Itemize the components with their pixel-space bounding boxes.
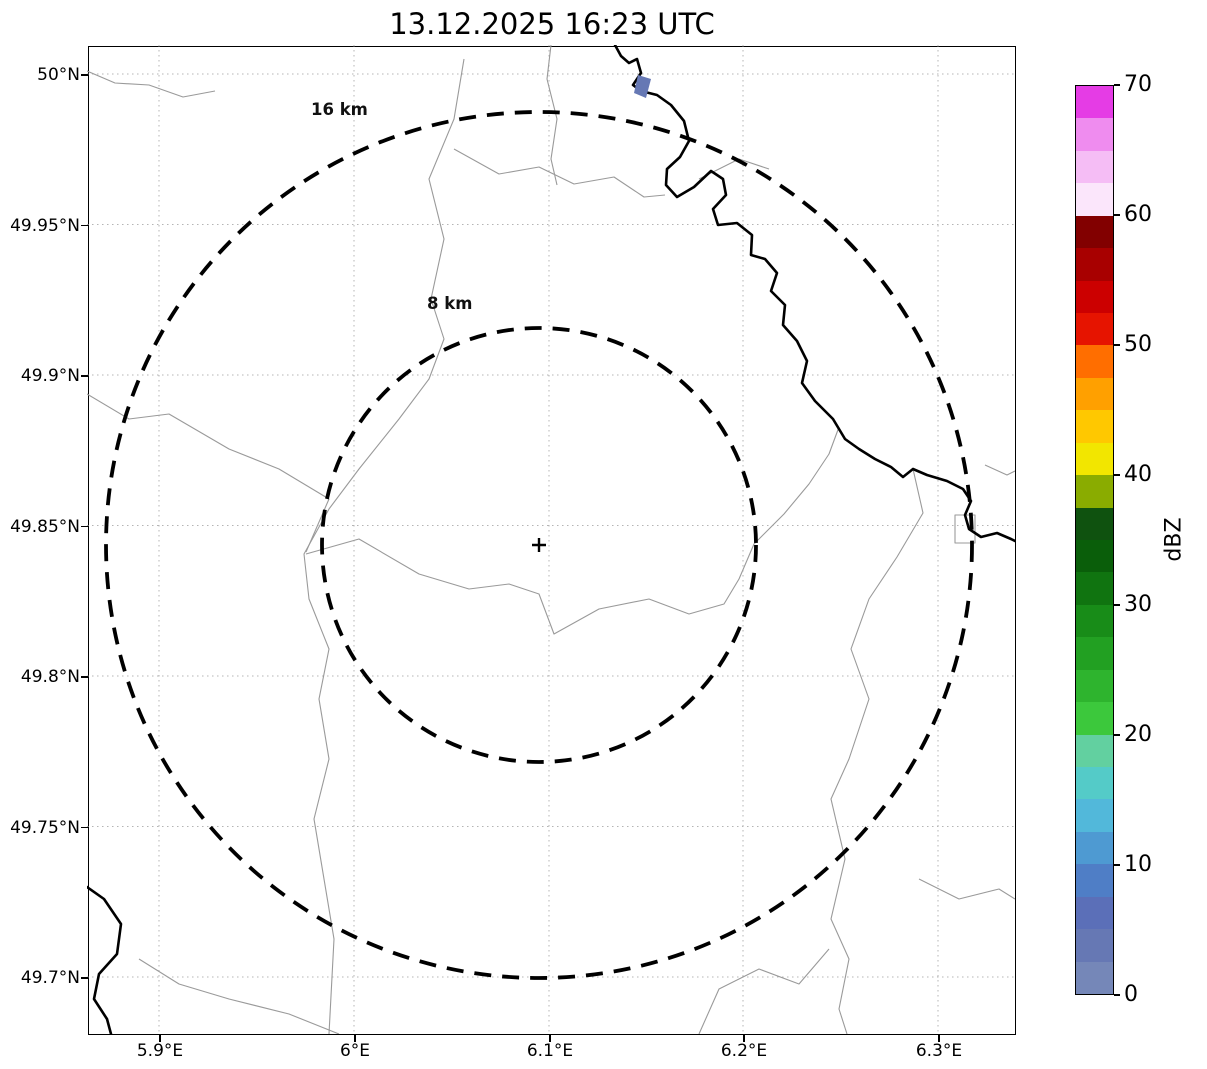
colorbar-swatches	[1076, 86, 1113, 994]
y-tick-label: 49.9°N	[20, 366, 80, 386]
colorbar-segment	[1076, 440, 1113, 476]
colorbar-segment	[1076, 181, 1113, 216]
colorbar-segment	[1076, 927, 1113, 962]
admin-border-line	[87, 70, 216, 98]
colorbar-segment	[1076, 862, 1113, 897]
range-ring-label-8km: 8 km	[427, 294, 473, 313]
colorbar-segment	[1076, 894, 1113, 930]
colorbar-segment	[1076, 343, 1113, 378]
colorbar-tick-label: 60	[1124, 202, 1152, 227]
admin-border-line	[303, 59, 465, 1035]
map-plot	[87, 45, 1016, 1035]
y-tick-label: 49.85°N	[10, 516, 80, 537]
admin-border-line	[698, 949, 830, 1035]
x-tick-label: 6.2°E	[720, 1041, 768, 1061]
colorbar-segment	[1076, 116, 1113, 151]
y-tick-mark	[81, 826, 88, 829]
colorbar-segment	[1076, 408, 1113, 443]
colorbar-tick-label: 30	[1124, 592, 1152, 617]
colorbar-segment	[1076, 635, 1113, 670]
admin-border-line	[985, 464, 1016, 476]
admin-border-line	[919, 878, 1016, 900]
colorbar-segment	[1076, 278, 1113, 313]
colorbar-tick-label: 10	[1124, 852, 1152, 877]
colorbar-segment	[1076, 765, 1113, 800]
range-ring-label-16km: 16 km	[311, 100, 368, 119]
x-tick-label: 5.9°E	[136, 1041, 184, 1061]
map-canvas	[87, 45, 1016, 1035]
x-tick-mark	[549, 1035, 551, 1042]
colorbar-segment	[1076, 700, 1113, 735]
range-ring-16km	[104, 110, 975, 981]
admin-border-line	[699, 158, 770, 180]
admin-border-line	[454, 148, 666, 198]
colorbar-tick-mark	[1114, 84, 1120, 86]
y-tick-mark	[81, 224, 88, 227]
radar-site-marker	[532, 538, 547, 553]
country-border-line	[87, 886, 123, 1035]
colorbar-tick-mark	[1114, 864, 1120, 866]
colorbar-segment	[1076, 732, 1113, 767]
colorbar-tick-mark	[1114, 344, 1120, 346]
colorbar-tick-label: 70	[1124, 72, 1152, 97]
colorbar-segment	[1076, 213, 1113, 249]
colorbar-tick-mark	[1114, 604, 1120, 606]
x-tick-mark	[354, 1035, 356, 1042]
x-tick-mark	[743, 1035, 745, 1042]
radar-echo	[634, 75, 652, 99]
x-tick-mark	[938, 1035, 940, 1042]
colorbar-segment	[1076, 473, 1113, 508]
colorbar-tick-label: 50	[1124, 332, 1152, 357]
x-tick-label: 6.3°E	[915, 1041, 963, 1061]
colorbar-segment	[1076, 246, 1113, 281]
colorbar-tick-mark	[1114, 994, 1120, 996]
y-tick-label: 49.95°N	[10, 215, 80, 236]
y-tick-label: 50°N	[37, 65, 80, 85]
admin-border-line	[87, 393, 330, 553]
y-tick-label: 49.7°N	[20, 968, 80, 988]
y-tick-mark	[81, 977, 88, 979]
x-tick-label: 6.1°E	[526, 1041, 574, 1061]
colorbar-segment	[1076, 149, 1113, 184]
river-line	[614, 45, 1016, 543]
colorbar-label-dbz: dBZ	[1161, 517, 1187, 562]
colorbar-segment	[1076, 797, 1113, 832]
colorbar-segment	[1076, 311, 1113, 346]
y-tick-mark	[81, 375, 88, 377]
colorbar-tick-label: 20	[1124, 722, 1152, 747]
colorbar-segment	[1076, 667, 1113, 703]
colorbar-segment	[1076, 86, 1113, 119]
admin-border-line	[306, 427, 840, 635]
colorbar-segment	[1076, 959, 1113, 994]
y-tick-mark	[81, 74, 88, 76]
colorbar-segment	[1076, 570, 1113, 605]
range-ring-8km	[320, 326, 759, 765]
x-tick-mark	[159, 1035, 161, 1042]
admin-border-line	[830, 469, 924, 1035]
colorbar-tick-mark	[1114, 474, 1120, 476]
admin-border-line	[139, 958, 340, 1035]
colorbar-tick-label: 0	[1124, 982, 1138, 1007]
colorbar-segment	[1076, 830, 1113, 865]
y-tick-mark	[81, 676, 88, 678]
figure-title: 13.12.2025 16:23 UTC	[389, 7, 715, 41]
colorbar-segment	[1076, 538, 1113, 573]
colorbar-tick-mark	[1114, 214, 1120, 216]
y-tick-label: 49.8°N	[20, 667, 80, 687]
colorbar-segment	[1076, 505, 1113, 540]
colorbar-tick-mark	[1114, 734, 1120, 736]
colorbar	[1075, 85, 1114, 995]
admin-border-line	[546, 45, 558, 186]
colorbar-segment	[1076, 603, 1113, 638]
colorbar-tick-label: 40	[1124, 462, 1152, 487]
y-tick-label: 49.75°N	[10, 817, 80, 838]
colorbar-segment	[1076, 376, 1113, 411]
y-tick-mark	[81, 525, 88, 528]
x-tick-label: 6°E	[339, 1041, 371, 1061]
